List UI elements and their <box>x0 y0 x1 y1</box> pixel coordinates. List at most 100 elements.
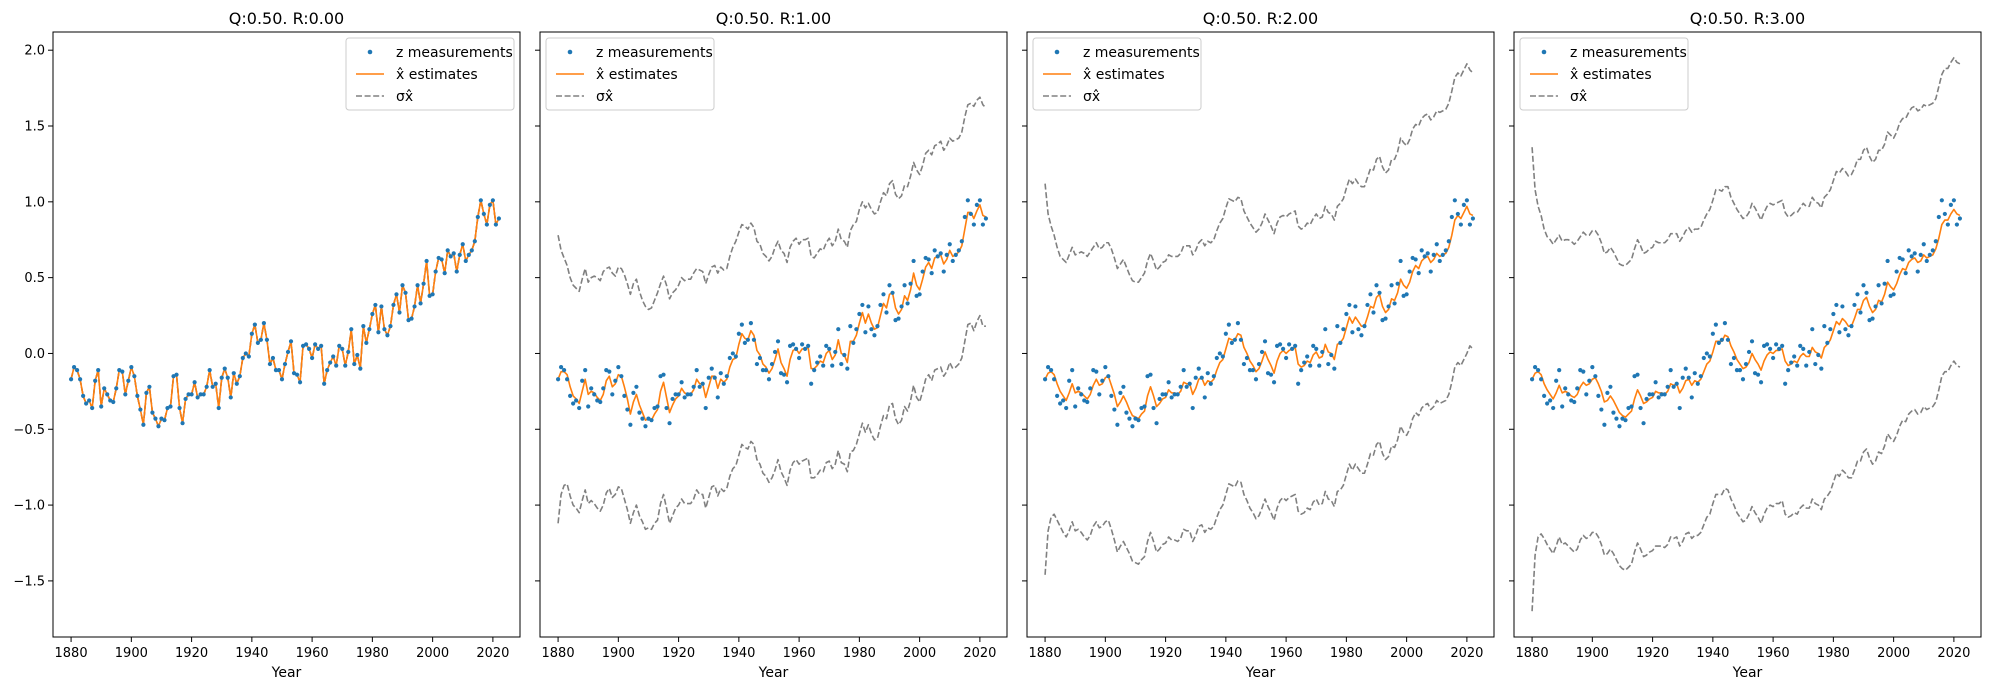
measurement-point <box>1852 302 1857 308</box>
measurement-point <box>757 355 763 361</box>
measurement-point <box>1879 301 1884 306</box>
measurement-point <box>105 392 110 397</box>
measurement-point <box>1734 368 1740 373</box>
measurement-point <box>340 346 345 351</box>
measurement-point <box>297 380 303 385</box>
measurement-point <box>1350 330 1355 335</box>
measurement-point <box>715 395 720 400</box>
measurement-point <box>1413 257 1418 262</box>
x-tick-label: 1900 <box>1089 646 1122 661</box>
measurement-point <box>1915 269 1920 274</box>
measurement-point <box>655 404 660 409</box>
legend-frame <box>545 37 715 111</box>
legend: z measurements x̂ estimates σx̂ <box>1519 37 1689 111</box>
measurement-point <box>1205 371 1210 376</box>
axes-frame <box>1513 31 1982 638</box>
measurement-point <box>625 407 630 412</box>
legend-label: x̂ estimates <box>1083 67 1165 83</box>
sigma-lower-line <box>70 199 500 428</box>
measurement-point <box>1467 222 1472 227</box>
measurement-point <box>920 269 925 274</box>
measurement-point <box>1115 422 1120 427</box>
measurement-point <box>1560 404 1565 409</box>
measurement-point <box>1190 405 1195 411</box>
measurement-point <box>583 368 588 373</box>
measurement-point <box>111 399 116 405</box>
measurement-point <box>237 374 242 379</box>
measurement-point <box>270 355 276 361</box>
measurement-point <box>1362 324 1367 329</box>
measurement-point <box>1599 407 1604 412</box>
measurement-point <box>1846 333 1851 338</box>
measurement-point <box>186 392 191 397</box>
measurement-point <box>1392 301 1397 306</box>
measurement-point <box>1786 368 1791 373</box>
legend-marker-dot <box>1054 49 1060 55</box>
measurement-point <box>1455 211 1460 217</box>
measurement-point <box>370 311 375 317</box>
x-tick-label: 2000 <box>903 646 936 661</box>
measurement-point <box>727 355 732 361</box>
measurement-point <box>733 354 738 359</box>
measurement-point <box>472 239 477 244</box>
measurement-point <box>1241 361 1247 367</box>
measurement-point <box>1302 360 1307 365</box>
x-tick-label: 2020 <box>963 646 996 661</box>
measurement-point <box>1740 377 1746 382</box>
measurement-point <box>1359 333 1364 338</box>
measurement-point <box>1707 354 1712 359</box>
measurement-point <box>1437 258 1442 264</box>
measurement-point <box>1277 342 1283 347</box>
measurement-point <box>490 198 495 203</box>
measurement-point <box>1617 424 1622 429</box>
measurement-point <box>640 416 645 421</box>
measurement-point <box>794 346 799 351</box>
measurement-point <box>361 324 366 329</box>
measurement-point <box>373 302 378 308</box>
estimate-line <box>70 199 500 428</box>
measurement-point <box>688 392 693 397</box>
measurement-point <box>694 368 699 373</box>
measurement-point <box>1795 363 1800 368</box>
y-tick-label: −1.0 <box>13 499 45 514</box>
measurement-point <box>334 363 339 368</box>
measurement-point <box>1470 216 1476 221</box>
measurement-point <box>1647 392 1652 397</box>
measurement-point <box>1771 355 1776 361</box>
measurement-point <box>724 374 729 379</box>
measurement-point <box>1434 242 1439 247</box>
measurement-point <box>571 401 576 406</box>
measurement-point <box>376 330 381 335</box>
measurement-point <box>1100 378 1105 383</box>
legend-label: z measurements <box>596 45 713 61</box>
measurement-point <box>93 378 98 383</box>
measurement-point <box>156 424 161 429</box>
measurement-point <box>1828 327 1833 332</box>
measurement-point <box>1067 378 1072 383</box>
sigma-lower-line <box>557 314 986 531</box>
measurement-point <box>836 327 841 332</box>
measurement-point <box>1957 216 1963 221</box>
measurement-point <box>1542 393 1547 399</box>
x-tick-label: 1940 <box>1209 646 1242 661</box>
measurement-point <box>1314 346 1319 351</box>
measurement-point <box>1674 381 1679 386</box>
measurement-point <box>926 257 931 262</box>
measurement-point <box>1951 198 1956 203</box>
x-tick-label: 1920 <box>1636 646 1669 661</box>
measurement-point <box>944 252 949 257</box>
measurement-point <box>1052 377 1057 382</box>
measurement-point <box>1042 377 1048 382</box>
measurement-point <box>965 198 970 203</box>
measurement-point <box>1064 405 1069 411</box>
measurement-point <box>331 354 336 359</box>
measurement-point <box>730 351 735 356</box>
x-tick-label: 1940 <box>722 646 755 661</box>
measurement-point <box>249 331 254 336</box>
measurement-point <box>673 392 678 397</box>
measurement-point <box>1927 252 1932 257</box>
measurement-point <box>135 393 140 399</box>
legend-marker-dot <box>1541 49 1547 55</box>
y-tick-label: 1.0 <box>24 195 45 210</box>
measurement-point <box>1284 355 1289 361</box>
